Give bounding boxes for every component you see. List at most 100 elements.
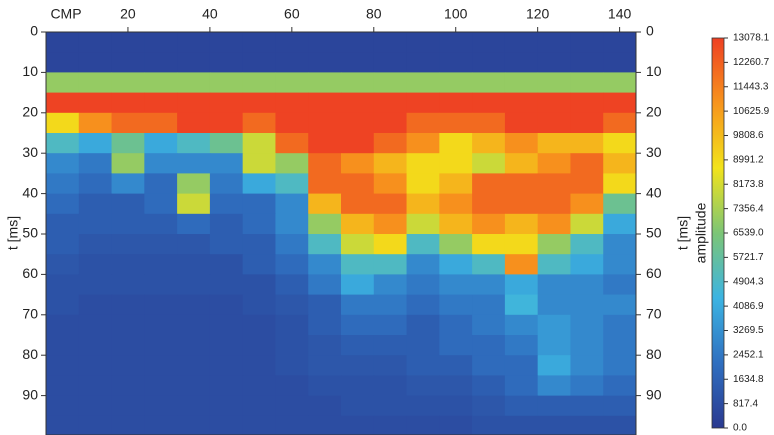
heat-cell xyxy=(504,314,539,336)
heat-cell xyxy=(504,32,539,53)
heat-cell xyxy=(406,395,440,417)
heat-cell xyxy=(209,314,244,336)
heat-cell xyxy=(373,355,408,376)
heat-cell xyxy=(406,173,440,195)
heat-cell xyxy=(406,112,440,134)
y-tick-label-right: 40 xyxy=(646,184,662,200)
heat-cell xyxy=(406,375,440,397)
heat-cell xyxy=(78,415,113,435)
heat-cell xyxy=(242,153,276,174)
heat-cell xyxy=(537,234,571,255)
heat-cell xyxy=(439,294,473,316)
heat-cell xyxy=(275,112,309,134)
heat-cell xyxy=(373,213,408,235)
x-tick-label: 120 xyxy=(526,6,550,22)
heat-cell xyxy=(341,72,375,94)
heat-cell xyxy=(373,274,408,296)
heat-cell xyxy=(144,72,178,94)
heat-cell xyxy=(209,173,244,195)
heat-cell xyxy=(341,254,375,275)
heat-cell xyxy=(46,193,80,215)
heat-cell xyxy=(373,173,408,195)
heat-cell xyxy=(209,415,244,435)
heat-cell xyxy=(78,294,113,316)
heat-cell xyxy=(111,395,145,417)
y-tick-label-right: 80 xyxy=(646,346,662,362)
heat-cell xyxy=(406,314,440,336)
heat-cell xyxy=(373,314,408,336)
y-tick-label: 60 xyxy=(22,265,38,281)
heat-cell xyxy=(341,274,375,296)
heat-cell xyxy=(406,92,440,114)
heat-cell xyxy=(144,92,178,114)
heat-cell xyxy=(242,133,276,154)
heat-cell xyxy=(472,32,506,53)
heat-cell xyxy=(439,32,473,53)
heat-cell xyxy=(308,133,342,154)
heat-cell xyxy=(439,234,473,255)
heat-cell xyxy=(242,112,276,134)
heat-cell xyxy=(439,415,473,435)
heat-cell xyxy=(341,32,375,53)
heat-cell xyxy=(603,133,636,154)
heat-cell xyxy=(275,32,309,53)
heat-cell xyxy=(111,335,145,356)
heat-cell xyxy=(308,173,342,195)
heat-cell xyxy=(209,32,244,53)
heat-cell xyxy=(603,294,636,316)
heat-cell xyxy=(439,173,473,195)
heat-cell xyxy=(504,375,539,397)
heat-cell xyxy=(242,193,276,215)
heat-cell xyxy=(603,72,636,94)
heat-cell xyxy=(570,193,604,215)
heat-cell xyxy=(46,375,80,397)
heat-cell xyxy=(78,254,113,275)
heat-cell xyxy=(177,72,211,94)
heat-cell xyxy=(537,375,571,397)
heat-cell xyxy=(209,52,244,73)
heat-cell xyxy=(439,153,473,174)
heat-cell xyxy=(504,274,539,296)
heat-cell xyxy=(439,112,473,134)
heat-cell xyxy=(504,133,539,154)
heat-cell xyxy=(144,32,178,53)
heat-cell xyxy=(537,193,571,215)
heat-cell xyxy=(406,32,440,53)
heat-cell xyxy=(111,254,145,275)
heat-cell xyxy=(504,395,539,417)
heat-cell xyxy=(341,173,375,195)
heat-cell xyxy=(46,395,80,417)
heat-cell xyxy=(570,395,604,417)
heat-cell xyxy=(242,375,276,397)
colorbar-tick-label: 817.4 xyxy=(733,398,758,409)
colorbar-tick-label: 12260.7 xyxy=(733,57,770,68)
heat-cell xyxy=(111,133,145,154)
heat-cell xyxy=(472,274,506,296)
heat-cell xyxy=(603,335,636,356)
heat-cell xyxy=(406,153,440,174)
heat-cell xyxy=(504,52,539,73)
heat-cell xyxy=(373,133,408,154)
heat-cell xyxy=(603,254,636,275)
heat-cell xyxy=(472,173,506,195)
y-tick-label: 10 xyxy=(22,63,38,79)
heat-cell xyxy=(603,193,636,215)
heat-cell xyxy=(209,193,244,215)
heat-cell xyxy=(373,375,408,397)
heat-cell xyxy=(78,112,113,134)
heat-cell xyxy=(537,32,571,53)
heat-cell xyxy=(603,355,636,376)
heat-cell xyxy=(275,213,309,235)
heat-cell xyxy=(308,274,342,296)
heat-cell xyxy=(439,355,473,376)
heat-cell xyxy=(78,274,113,296)
colorbar-tick-label: 1634.8 xyxy=(733,374,764,385)
heat-cell xyxy=(341,395,375,417)
heat-cell xyxy=(177,213,211,235)
heat-cell xyxy=(472,234,506,255)
heat-cell xyxy=(406,213,440,235)
heat-cell xyxy=(373,254,408,275)
heat-cell xyxy=(504,254,539,275)
heat-cell xyxy=(603,92,636,114)
